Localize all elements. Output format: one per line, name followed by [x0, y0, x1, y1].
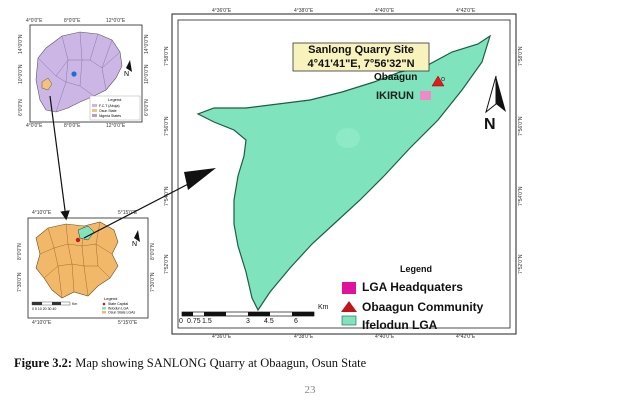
main-bottom-tick: 4°42'0"E	[456, 334, 476, 340]
nigeria-bottom-tick: 4°0'0"E	[26, 123, 43, 129]
obaagun-triangle-marker	[431, 75, 445, 87]
osun-state-shape	[41, 77, 53, 91]
osun-to-main-arrow	[83, 179, 197, 239]
page-number: 23	[304, 384, 316, 396]
nigeria-top-tick: 12°0'0"E	[106, 18, 126, 24]
osun-legend-ifelodun: Ifelodun LGA	[108, 307, 129, 311]
fct-abuja-marker	[71, 71, 77, 77]
osun-legend-capital: State Capital	[108, 302, 128, 306]
osun-top-tick: 4°10'0"E	[32, 210, 52, 216]
callout-title: Sanlong Quarry Site	[308, 44, 414, 56]
nigeria-legend-fct: F.C.T (Abuja)	[99, 104, 120, 108]
main-north-arrow	[485, 75, 506, 114]
nigeria-states-shape	[35, 31, 123, 113]
osun-bottom-tick: 5°15'0"E	[118, 320, 138, 326]
osun-inset: N 0 5 10 20 30 40 Km Legend State Capita…	[14, 208, 164, 330]
ifelodun-lga-shape	[77, 225, 95, 241]
nigeria-to-osun-arrow	[49, 95, 70, 221]
main-north-label: N	[484, 116, 496, 133]
ifelodun-lga-polygon	[196, 34, 492, 312]
figure-caption: Figure 3.2: Map showing SANLONG Quarry a…	[14, 356, 366, 371]
nigeria-bottom-tick: 12°0'0"E	[106, 123, 126, 129]
quarry-callout-box	[292, 42, 430, 72]
osun-scale-labels: 0 5 10 20 30 40	[32, 307, 56, 311]
nigeria-bottom-tick: 8°0'0"E	[64, 123, 81, 129]
nigeria-top-tick: 8°0'0"E	[64, 18, 81, 24]
state-capital-marker	[75, 237, 81, 243]
osun-top-tick: 5°15'0"E	[118, 210, 138, 216]
main-top-tick: 4°36'0"E	[212, 8, 232, 14]
nigeria-legend-title: Legend	[108, 97, 121, 102]
legend-obaagun-community: Obaagun Community	[362, 300, 484, 314]
scale-label: 0.75	[187, 318, 201, 325]
scale-label: 6	[294, 318, 298, 325]
quarry-callout-text: Sanlong Quarry Site 4°41'41"E, 7°56'32"N	[293, 43, 429, 71]
main-map: 4°36'0"E 4°38'0"E 4°40'0"E 4°42'0"E 4°36…	[160, 8, 530, 340]
main-bottom-tick: 4°38'0"E	[294, 334, 314, 340]
osun-to-main-arrowhead	[184, 168, 216, 190]
scale-label: 1.5	[202, 318, 212, 325]
nigeria-top-tick: 4°0'0"E	[26, 18, 43, 24]
main-bottom-tick: 4°40'0"E	[375, 334, 395, 340]
obaagun-label: Obaagun	[374, 72, 418, 83]
osun-north-arrow: N	[132, 241, 137, 248]
callout-coords: 4°41'41"E, 7°56'32"N	[307, 58, 415, 70]
osun-legend-lgas: Osun State LGAs	[108, 311, 135, 315]
scale-unit: Km	[318, 304, 329, 311]
caption-label: Figure 3.2:	[14, 356, 73, 370]
osun-legend-title: Legend	[104, 296, 117, 301]
ikirun-label: IKIRUN	[376, 90, 414, 102]
nigeria-inset: N Legend F.C.T (Abuja) Osun State Nigeri…	[16, 16, 156, 131]
ikirun-square-marker	[420, 91, 431, 100]
osun-bottom-tick: 4°10'0"E	[32, 320, 52, 326]
scale-label: 4.5	[264, 318, 274, 325]
osun-scale-unit: Km	[72, 302, 77, 306]
main-top-tick: 4°40'0"E	[375, 8, 395, 14]
legend-ifelodun-lga: Ifelodun LGA	[362, 318, 438, 332]
main-top-tick: 4°42'0"E	[456, 8, 476, 14]
scale-label: 0	[179, 318, 183, 325]
main-bottom-tick: 4°36'0"E	[212, 334, 232, 340]
legend-lga-headquarters: LGA Headquaters	[362, 280, 463, 294]
caption-text: Map showing SANLONG Quarry at Obaagun, O…	[72, 356, 367, 370]
nigeria-legend-osun: Osun State	[99, 109, 117, 113]
nigeria-north-arrow: N	[124, 71, 129, 78]
scale-bar	[181, 311, 315, 317]
nigeria-inset-map: N Legend F.C.T (Abuja) Osun State Nigeri…	[29, 24, 143, 123]
osun-inset-map: N 0 5 10 20 30 40 Km Legend State Capita…	[27, 217, 149, 319]
scale-label: 3	[246, 318, 250, 325]
nigeria-legend-states: Nigeria States	[99, 114, 121, 118]
main-map-svg	[171, 13, 517, 335]
main-legend-title: Legend	[400, 264, 433, 274]
main-top-tick: 4°38'0"E	[294, 8, 314, 14]
